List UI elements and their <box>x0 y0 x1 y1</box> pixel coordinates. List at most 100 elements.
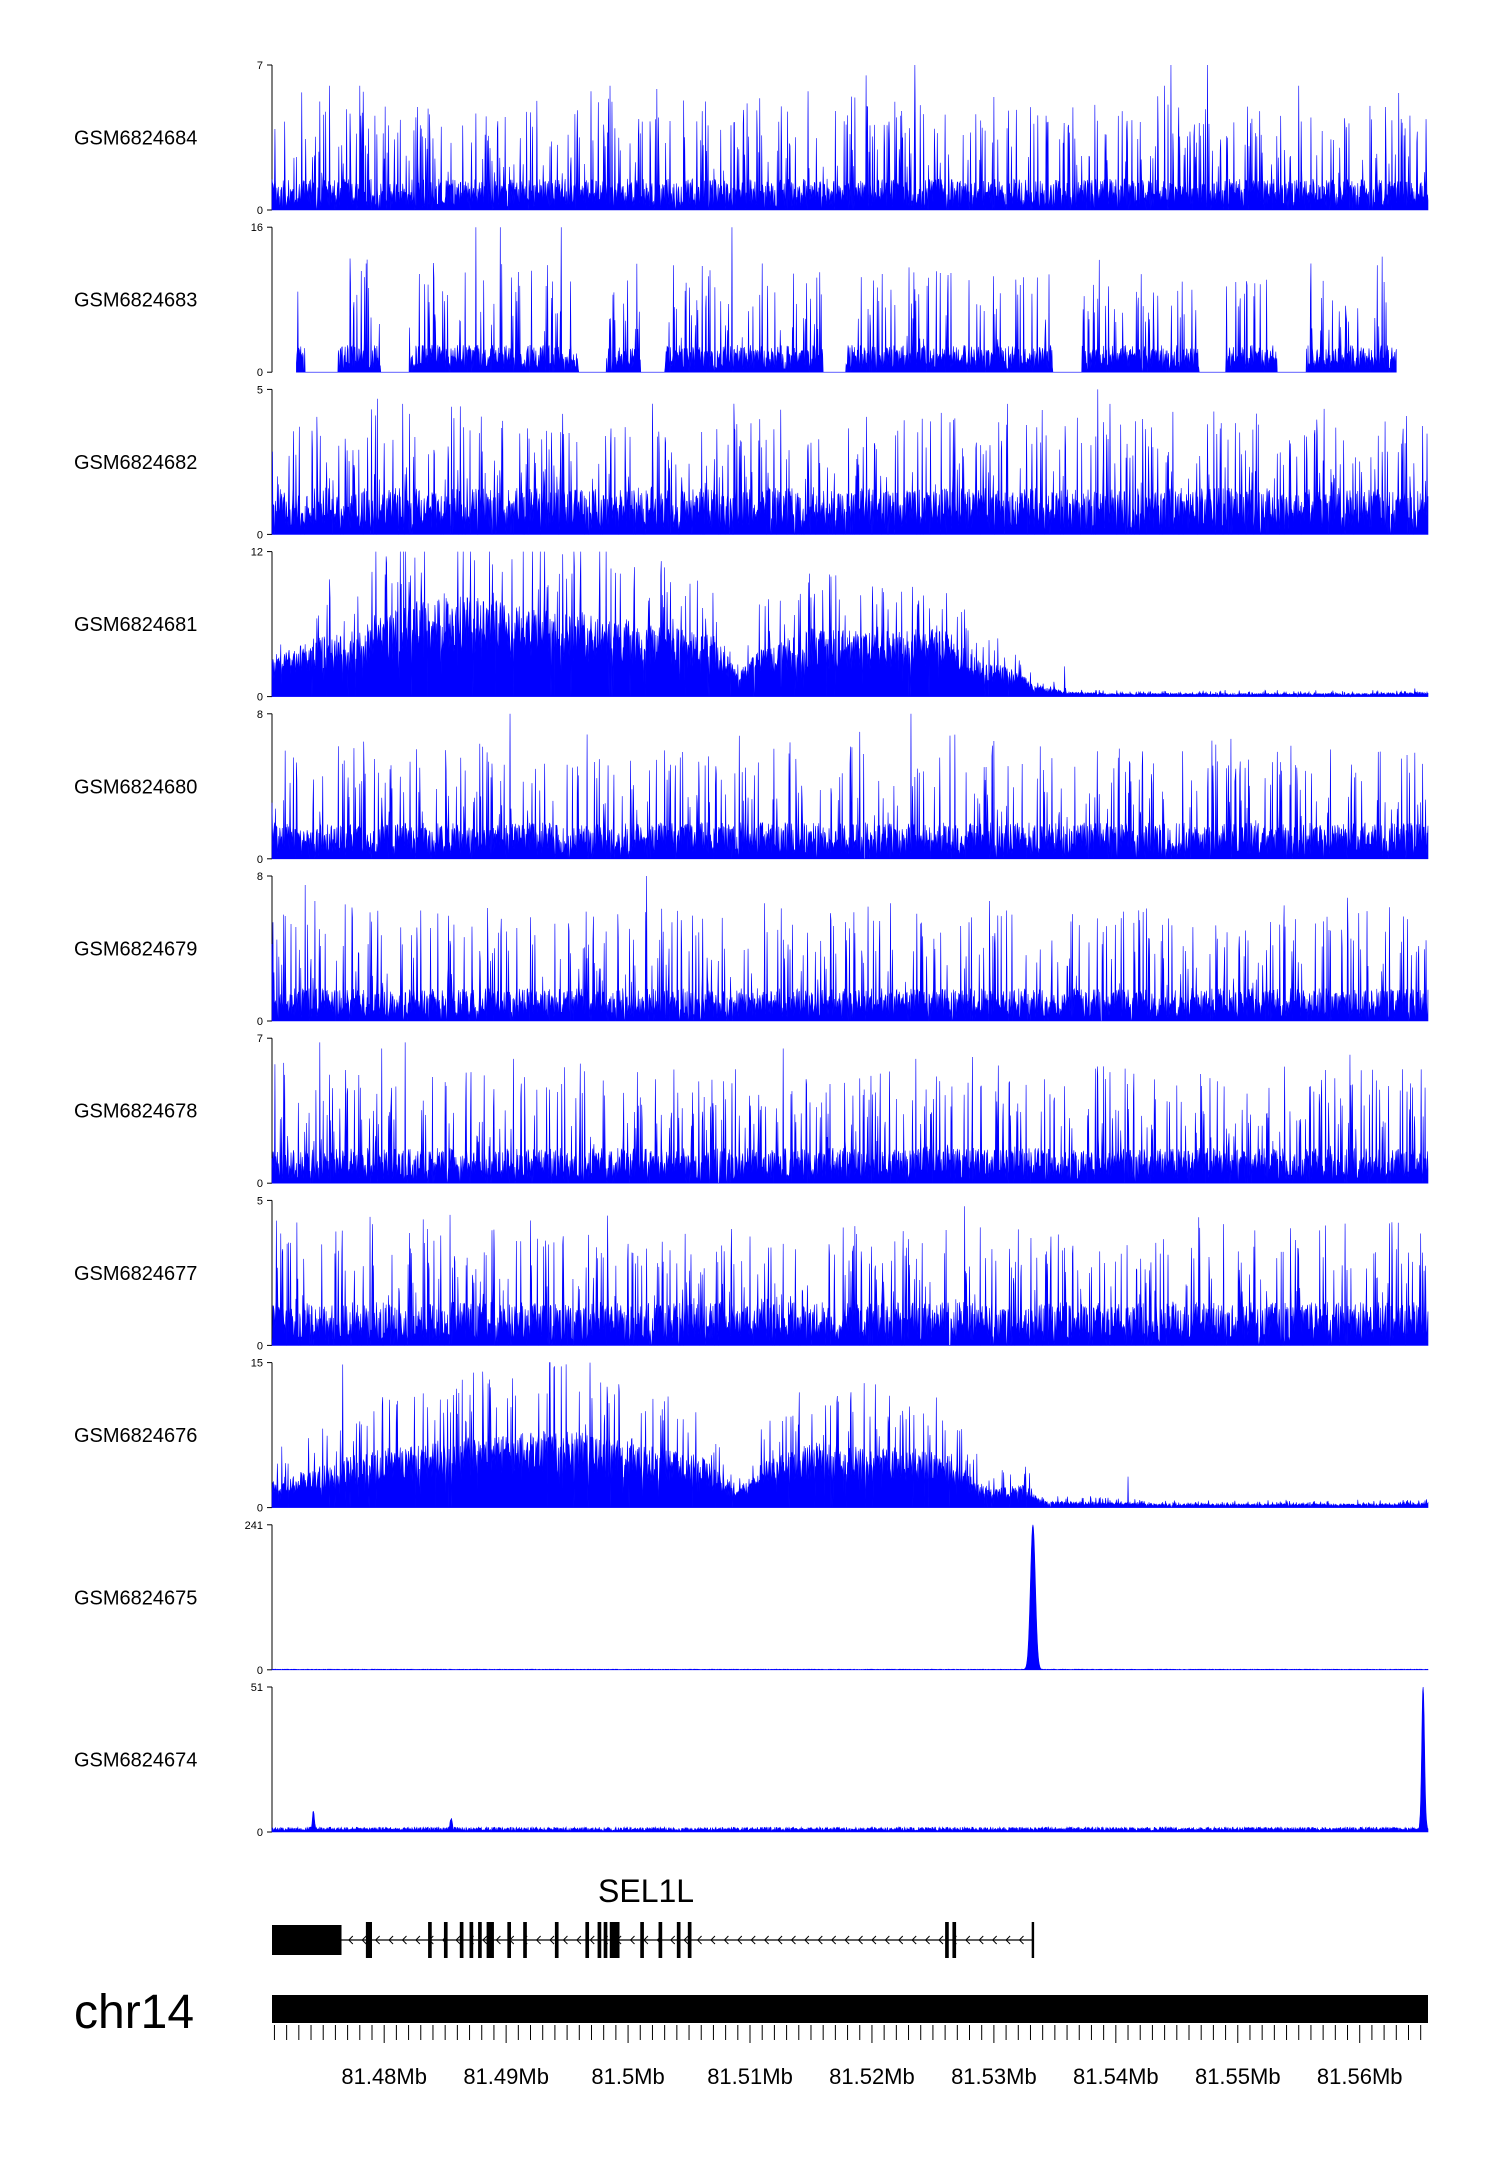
exon <box>523 1922 527 1958</box>
x-tick-label: 81.54Mb <box>1073 2064 1159 2089</box>
y-tick-label-min-gsm6824680: 0 <box>257 854 263 866</box>
y-tick-label-max-gsm6824680: 8 <box>257 709 263 721</box>
y-tick-label-min-gsm6824674: 0 <box>257 1827 263 1839</box>
y-tick-label-min-gsm6824684: 0 <box>257 205 263 217</box>
strand-chevron <box>777 1935 783 1945</box>
track-label-gsm6824679: GSM6824679 <box>74 939 197 961</box>
strand-chevron <box>884 1935 890 1945</box>
y-tick-label-max-gsm6824676: 15 <box>251 1358 263 1370</box>
track-label-gsm6824683: GSM6824683 <box>74 290 197 312</box>
x-tick-label: 81.51Mb <box>707 2064 793 2089</box>
exon <box>507 1922 512 1958</box>
strand-chevron <box>643 1935 649 1945</box>
exon <box>486 1922 494 1958</box>
coverage-area-gsm6824676 <box>271 1362 1429 1508</box>
strand-chevron <box>804 1935 810 1945</box>
y-tick-label-min-gsm6824675: 0 <box>257 1665 263 1677</box>
coverage-area-gsm6824683 <box>296 227 1397 373</box>
y-tick-label-min-gsm6824683: 0 <box>257 367 263 379</box>
strand-chevron <box>348 1935 354 1945</box>
x-tick-label: 81.49Mb <box>463 2064 549 2089</box>
coverage-area-gsm6824677 <box>271 1206 1429 1346</box>
exon <box>459 1922 464 1958</box>
track-label-gsm6824674: GSM6824674 <box>74 1750 197 1772</box>
strand-chevron <box>857 1935 863 1945</box>
track-label-gsm6824676: GSM6824676 <box>74 1425 197 1447</box>
exon <box>1031 1922 1035 1958</box>
strand-chevron <box>495 1935 501 1945</box>
strand-chevron <box>817 1935 823 1945</box>
strand-chevron <box>482 1935 488 1945</box>
y-tick-label-max-gsm6824679: 8 <box>257 871 263 883</box>
exon <box>640 1922 644 1958</box>
coverage-area-gsm6824680 <box>271 713 1429 860</box>
y-tick-label-max-gsm6824677: 5 <box>257 1195 263 1207</box>
track-label-gsm6824678: GSM6824678 <box>74 1101 197 1123</box>
gene-label: SEL1L <box>598 1873 694 1909</box>
y-tick-label-min-gsm6824677: 0 <box>257 1340 263 1352</box>
x-tick-label: 81.55Mb <box>1195 2064 1281 2089</box>
strand-chevron <box>401 1935 407 1945</box>
strand-chevron <box>388 1935 394 1945</box>
strand-chevron <box>737 1935 743 1945</box>
strand-chevron <box>991 1935 998 1945</box>
exon <box>585 1922 590 1958</box>
strand-chevron <box>965 1935 971 1945</box>
exon <box>658 1922 663 1958</box>
strand-chevron <box>670 1935 676 1945</box>
strand-chevron <box>710 1935 716 1945</box>
y-tick-label-max-gsm6824684: 7 <box>257 60 263 72</box>
strand-chevron <box>361 1935 367 1945</box>
coverage-area-gsm6824682 <box>271 389 1429 535</box>
y-tick-label-min-gsm6824678: 0 <box>257 1178 263 1190</box>
exon <box>478 1922 482 1958</box>
exon <box>687 1922 692 1958</box>
strand-chevron <box>978 1935 984 1945</box>
strand-chevron <box>415 1935 421 1945</box>
coverage-area-gsm6824675 <box>271 1524 1429 1671</box>
x-tick-label: 81.5Mb <box>591 2064 664 2089</box>
x-tick-label: 81.56Mb <box>1317 2064 1403 2089</box>
y-tick-label-max-gsm6824675: 241 <box>245 1520 263 1532</box>
strand-chevron <box>898 1935 904 1945</box>
exon <box>469 1922 474 1958</box>
y-tick-label-min-gsm6824679: 0 <box>257 1016 263 1028</box>
coverage-area-gsm6824679 <box>271 875 1429 1022</box>
strand-chevron <box>696 1935 702 1945</box>
coverage-area-gsm6824684 <box>271 64 1429 211</box>
x-tick-label: 81.52Mb <box>829 2064 915 2089</box>
exon <box>952 1922 957 1958</box>
x-tick-label: 81.53Mb <box>951 2064 1037 2089</box>
exon <box>609 1922 620 1958</box>
strand-chevron <box>455 1935 461 1945</box>
exon <box>597 1922 602 1958</box>
exon <box>603 1922 608 1958</box>
strand-chevron <box>562 1935 568 1945</box>
exon <box>428 1922 432 1958</box>
x-tick-label: 81.48Mb <box>341 2064 427 2089</box>
chromosome-bar <box>272 1995 1428 2023</box>
track-label-gsm6824675: GSM6824675 <box>74 1587 197 1609</box>
strand-chevron <box>723 1935 729 1945</box>
track-label-gsm6824677: GSM6824677 <box>74 1263 197 1285</box>
y-tick-label-max-gsm6824678: 7 <box>257 1033 263 1045</box>
coverage-area-gsm6824674 <box>271 1686 1429 1833</box>
strand-chevron <box>790 1935 796 1945</box>
strand-chevron <box>683 1935 689 1945</box>
y-tick-label-max-gsm6824682: 5 <box>257 384 263 396</box>
track-label-gsm6824680: GSM6824680 <box>74 776 197 798</box>
strand-chevron <box>911 1935 917 1945</box>
strand-chevron <box>844 1935 850 1945</box>
strand-chevron <box>535 1935 541 1945</box>
track-label-gsm6824682: GSM6824682 <box>74 452 197 474</box>
exon <box>443 1922 448 1958</box>
strand-chevron <box>629 1935 635 1945</box>
strand-chevron <box>589 1935 595 1945</box>
coverage-area-gsm6824678 <box>271 1042 1429 1184</box>
y-tick-label-min-gsm6824681: 0 <box>257 692 263 704</box>
exon <box>945 1922 949 1958</box>
exon <box>365 1922 372 1958</box>
strand-chevron <box>924 1935 930 1945</box>
